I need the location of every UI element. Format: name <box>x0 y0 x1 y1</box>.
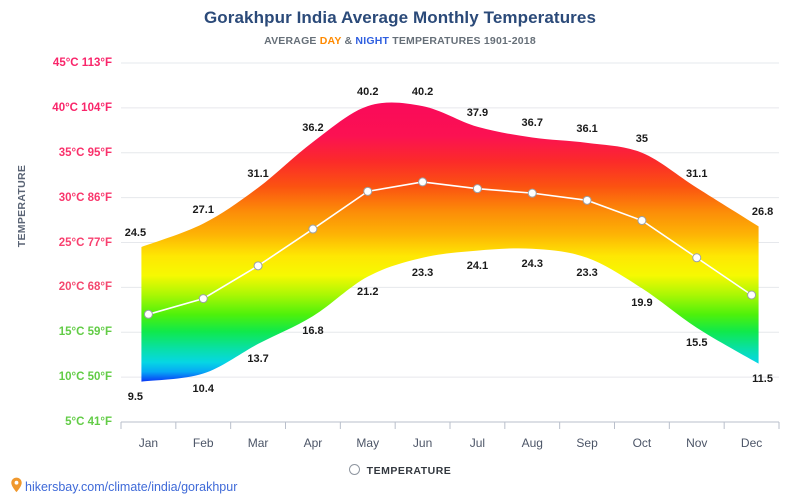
y-axis-tick-label: 35°C 95°F <box>58 146 112 159</box>
day-value-label: 36.7 <box>521 117 543 130</box>
y-axis-tick-label: 40°C 104°F <box>52 101 112 114</box>
x-axis-label-apr: Apr <box>303 436 323 450</box>
mean-temperature-line <box>148 181 753 316</box>
data-point-marker[interactable] <box>472 184 482 194</box>
chart-subtitle: AVERAGE DAY & NIGHT TEMPERATURES 1901-20… <box>0 35 800 47</box>
x-axis-label-may: May <box>356 436 380 450</box>
night-value-label: 9.5 <box>127 390 144 403</box>
source-link[interactable]: hikersbay.com/climate/india/gorakhpur <box>10 477 237 494</box>
plot-svg <box>120 62 780 429</box>
subtitle-night: NIGHT <box>355 35 390 47</box>
night-value-label: 24.3 <box>521 257 543 270</box>
night-value-label: 10.4 <box>192 382 214 395</box>
subtitle-suffix: TEMPERATURES 1901-2018 <box>389 35 536 47</box>
night-value-label: 23.3 <box>411 266 434 279</box>
subtitle-day: DAY <box>319 35 342 47</box>
map-pin-icon <box>11 477 22 493</box>
subtitle-ampersand: & <box>341 35 356 47</box>
night-value-label: 13.7 <box>247 352 269 365</box>
y-axis-ticks: 45°C 113°F 40°C 104°F 35°C 95°F 30°C 86°F 25… <box>0 0 112 500</box>
day-value-label: 24.5 <box>124 226 147 239</box>
day-value-label: 40.2 <box>357 86 379 99</box>
night-value-label: 15.5 <box>686 336 708 349</box>
x-axis-label-feb: Feb <box>192 436 214 450</box>
y-axis-tick-label: 5°C 41°F <box>65 416 112 428</box>
data-point-marker[interactable] <box>143 309 153 319</box>
y-axis-tick-label: 25°C 77°F <box>58 236 112 249</box>
legend-item-temperature[interactable]: TEMPERATURE <box>366 465 452 477</box>
x-axis-label-sep: Sep <box>576 436 598 450</box>
day-value-label: 36.1 <box>576 122 598 135</box>
night-value-label: 16.8 <box>302 325 324 338</box>
day-value-label: 27.1 <box>192 203 214 216</box>
night-value-label: 11.5 <box>752 372 773 385</box>
x-axis-label-nov: Nov <box>686 436 708 450</box>
subtitle-prefix: AVERAGE <box>264 35 320 47</box>
legend-marker-icon <box>348 464 360 475</box>
y-axis-tick-label: 20°C 68°F <box>58 281 112 294</box>
y-axis-tick-label: 30°C 86°F <box>58 191 112 204</box>
x-axis-tickmarks <box>120 422 780 429</box>
x-axis-label-jun: Jun <box>412 436 433 450</box>
day-value-label: 37.9 <box>466 106 489 119</box>
data-point-marker[interactable] <box>692 253 702 263</box>
data-point-marker[interactable] <box>308 224 318 234</box>
day-value-label: 31.1 <box>686 167 708 180</box>
data-point-marker[interactable] <box>418 177 428 187</box>
source-link-text[interactable]: hikersbay.com/climate/india/gorakhpur <box>25 480 238 494</box>
day-value-label: 35 <box>635 132 649 145</box>
mean-temperature-markers <box>143 177 757 319</box>
x-axis-label-mar: Mar <box>247 436 269 450</box>
legend[interactable]: TEMPERATURE <box>0 464 800 477</box>
data-point-marker[interactable] <box>637 216 647 226</box>
x-axis-label-jan: Jan <box>138 436 159 450</box>
day-value-label: 31.1 <box>247 167 269 180</box>
y-axis-tick-label: 15°C 59°F <box>58 326 112 339</box>
data-point-marker[interactable] <box>363 186 373 196</box>
y-axis-tick-label: 45°C 113°F <box>52 57 112 69</box>
night-value-label: 24.1 <box>466 259 489 272</box>
x-axis-label-oct: Oct <box>632 436 652 450</box>
plot-area: 24.5 27.1 31.1 36.2 40.2 40.2 37.9 36.7 36.1 35 31… <box>120 55 780 430</box>
temperature-band-area <box>141 102 759 382</box>
x-axis-label-dec: Dec <box>740 436 763 450</box>
night-value-label: 19.9 <box>631 297 653 310</box>
night-value-label: 23.3 <box>576 266 598 279</box>
x-axis-label-jul: Jul <box>469 436 486 450</box>
night-value-label: 21.2 <box>357 285 379 298</box>
data-point-marker[interactable] <box>198 294 208 304</box>
data-point-marker[interactable] <box>253 261 263 271</box>
page-title: Gorakhpur India Average Monthly Temperat… <box>203 8 597 27</box>
x-axis-label-aug: Aug <box>521 436 543 450</box>
day-value-label: 26.8 <box>751 206 774 219</box>
data-point-marker[interactable] <box>527 188 537 198</box>
day-value-label: 36.2 <box>302 121 324 134</box>
data-point-marker[interactable] <box>582 195 592 205</box>
y-axis-tick-label: 10°C 50°F <box>58 371 112 384</box>
data-point-marker[interactable] <box>747 290 757 300</box>
day-value-label: 40.2 <box>411 86 434 99</box>
